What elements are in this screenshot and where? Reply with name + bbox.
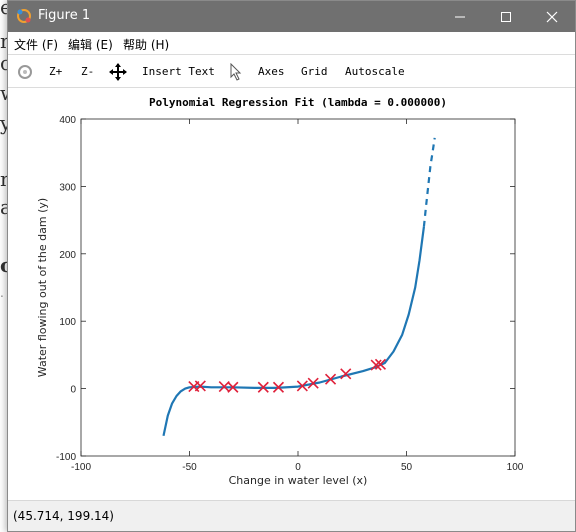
bg-text-line: a [0,195,12,219]
minimize-icon [455,16,465,17]
select-cursor-icon[interactable] [229,63,243,81]
data-point-marker [307,377,319,389]
octave-app-icon [17,9,31,23]
window-title: Figure 1 [38,8,91,23]
menu-bar: 文件 (F) 编辑 (E) 帮助 (H) [8,32,575,54]
x-tick-label: 0 [295,462,301,473]
data-point-marker [324,373,337,385]
zoom-in-button[interactable]: Z+ [49,65,63,78]
bg-text-line: . [0,286,4,300]
bg-text-line: c [0,51,12,75]
toolbar: Z+ Z- Insert Text Axes Grid Autoscale [8,54,575,88]
data-point-marker [374,358,387,370]
x-tick-label: 100 [507,462,524,473]
menu-edit[interactable]: 编辑 (E) [68,38,113,52]
status-bar: (45.714, 199.14) [8,500,575,531]
fit-curve-extrapolated-line [422,137,436,227]
x-tick-label: -50 [182,462,197,473]
plot-area [80,118,516,457]
cursor-coordinates: (45.714, 199.14) [13,509,114,523]
bg-text-line: y [0,111,12,135]
figure-window: Figure 1 文件 (F) 编辑 (E) 帮助 (H) Z+ Z- [7,0,576,532]
menu-help[interactable]: 帮助 (H) [123,38,170,52]
data-point-marker [257,381,269,393]
axes-button[interactable]: Axes [258,65,285,78]
data-point-marker [227,381,239,393]
x-axis-label: Change in water level (x) [229,474,368,487]
close-button[interactable] [529,1,575,32]
bg-text-line: e [0,0,12,19]
y-tick-label: 400 [59,115,76,126]
data-point-marker [218,381,230,393]
data-point-marker [194,380,206,392]
y-axis-label: Water flowing out of the dam (y) [36,198,49,377]
chart-title: Polynomial Regression Fit (lambda = 0.00… [149,96,447,109]
x-tick-label: -100 [71,462,91,473]
plot-canvas[interactable]: -100 -50 0 50 100 -100 0 100 200 300 400 Polynomial… [8,88,575,501]
pan-icon[interactable] [109,63,127,81]
data-point-marker [296,380,308,392]
y-tick-label: 100 [59,317,76,328]
menu-file[interactable]: 文件 (F) [14,38,59,52]
rotate-icon[interactable] [16,63,34,81]
data-point-marker [370,359,382,371]
y-tick-label: 200 [59,250,76,261]
y-tick-label: -100 [56,452,76,463]
data-point-marker [340,368,352,380]
x-tick-label: 50 [401,462,413,473]
zoom-out-button[interactable]: Z- [81,65,95,78]
chart-svg[interactable]: -100 -50 0 50 100 -100 0 100 200 300 400 Polynomial… [8,88,575,501]
autoscale-button[interactable]: Autoscale [345,65,405,78]
close-icon [546,11,558,22]
insert-text-button[interactable]: Insert Text [142,65,215,78]
y-tick-label: 300 [59,182,76,193]
grid-button[interactable]: Grid [301,65,328,78]
y-tick-label: 0 [70,385,76,396]
maximize-icon [501,11,511,22]
fit-curve-line [162,226,425,437]
minimize-button[interactable] [437,1,483,32]
data-point-marker [272,381,285,393]
maximize-button[interactable] [483,1,529,32]
title-bar[interactable]: Figure 1 [8,1,575,32]
